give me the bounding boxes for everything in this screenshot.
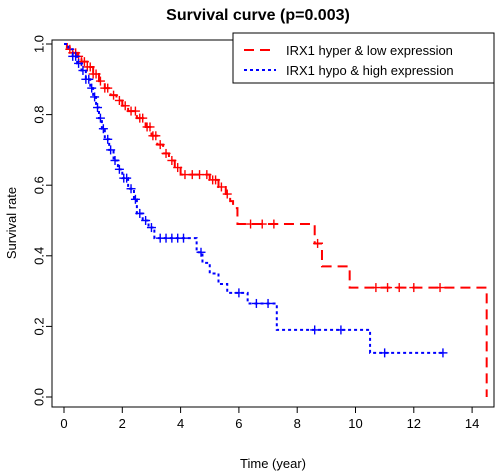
x-tick-label: 12 <box>407 416 421 431</box>
x-tick-label: 10 <box>348 416 362 431</box>
y-tick-label: 1.0 <box>31 35 46 53</box>
y-axis-label: Survival rate <box>4 187 19 259</box>
y-axis: 0.0 0.2 0.4 0.6 0.8 1.0 <box>31 35 52 406</box>
y-tick-label: 0.4 <box>31 247 46 265</box>
chart-title: Survival curve (p=0.003) <box>166 7 350 24</box>
y-tick-label: 0.8 <box>31 106 46 124</box>
y-tick-label: 0.2 <box>31 317 46 335</box>
x-tick-label: 4 <box>177 416 184 431</box>
y-tick-label: 0.0 <box>31 388 46 406</box>
x-tick-label: 2 <box>119 416 126 431</box>
x-tick-label: 14 <box>465 416 479 431</box>
x-axis-label: Time (year) <box>240 456 306 471</box>
legend: IRX1 hyper & low expression IRX1 hypo & … <box>232 32 495 84</box>
series-layer <box>64 43 488 397</box>
series-line-0 <box>64 43 488 397</box>
x-tick-label: 0 <box>60 416 67 431</box>
x-axis: 0 2 4 6 8 10 12 14 <box>60 407 479 431</box>
legend-box <box>232 32 495 84</box>
legend-label-hypo: IRX1 hypo & high expression <box>286 63 454 78</box>
series-line-1 <box>64 43 443 354</box>
legend-label-hyper: IRX1 hyper & low expression <box>286 43 453 58</box>
x-tick-label: 8 <box>294 416 301 431</box>
x-tick-label: 6 <box>235 416 242 431</box>
y-tick-label: 0.6 <box>31 176 46 194</box>
